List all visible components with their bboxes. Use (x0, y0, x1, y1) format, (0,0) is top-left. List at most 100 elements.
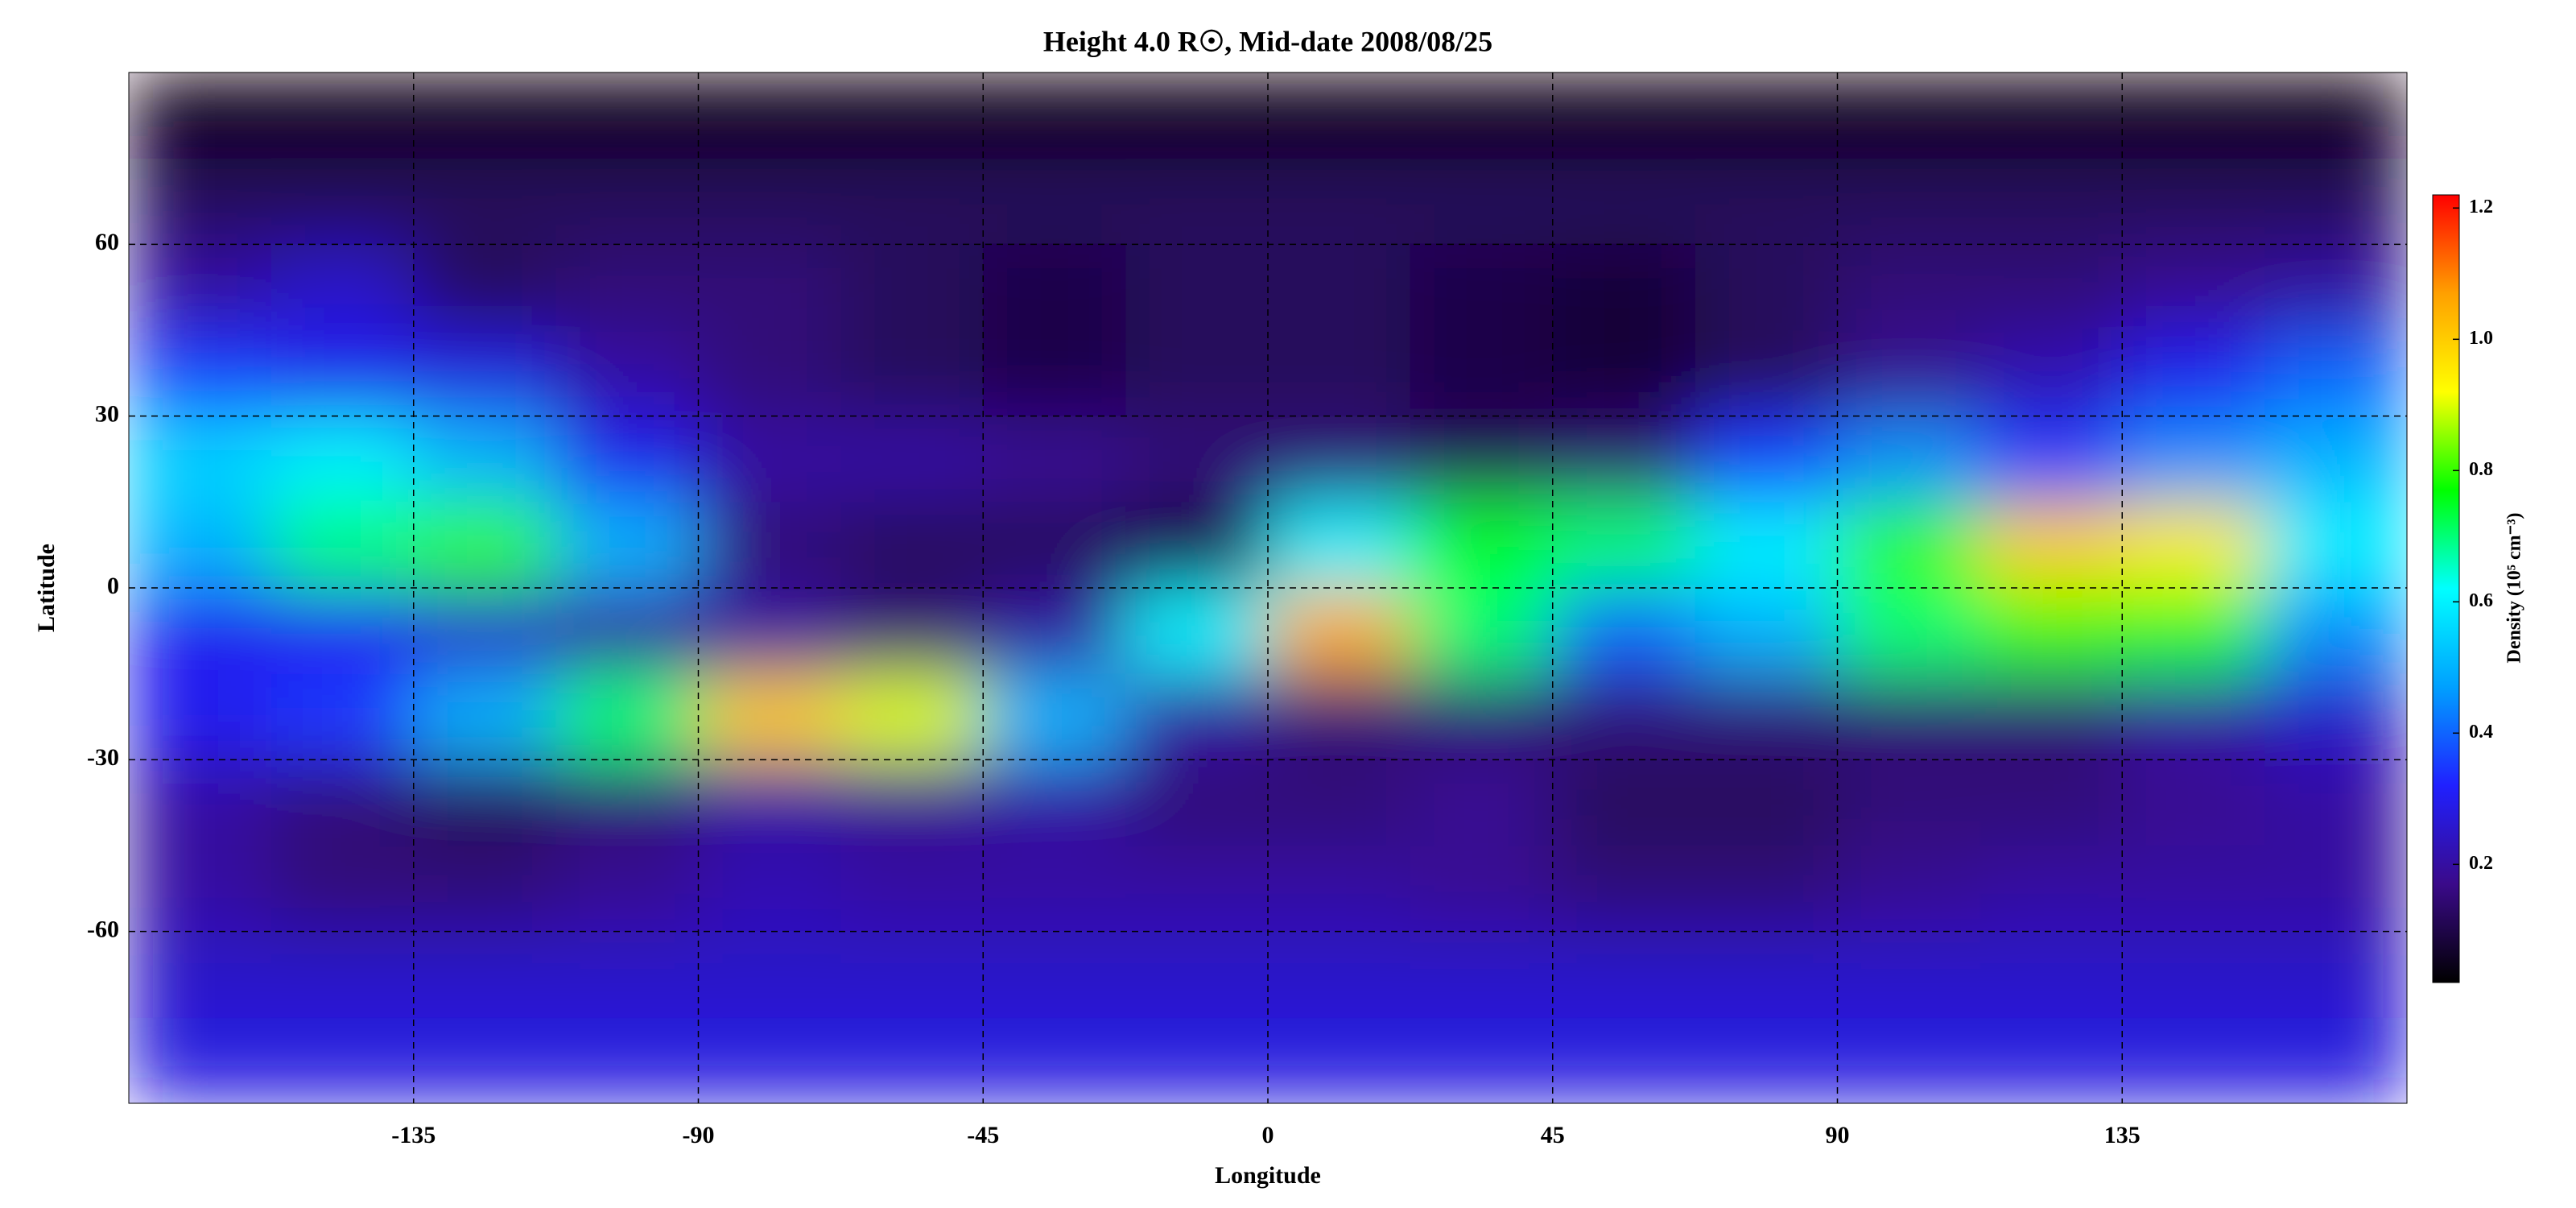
heat-cell (698, 673, 841, 760)
heat-cell (1979, 72, 2123, 159)
heat-cell (1979, 502, 2123, 589)
heat-cell (1695, 1017, 1838, 1103)
heat-cell (413, 846, 557, 933)
heat-cell (840, 673, 984, 760)
heat-cell (1410, 673, 1554, 760)
heat-cell (1837, 759, 1980, 846)
heat-cell (555, 244, 699, 331)
y-tick-label: -60 (87, 916, 119, 943)
heat-cell (1410, 158, 1554, 245)
heat-cell (1268, 588, 1411, 675)
heat-cell (129, 244, 272, 331)
heat-cell (1695, 244, 1838, 331)
colorbar-tick-label: 1.0 (2469, 328, 2493, 349)
heat-cell (2264, 72, 2407, 159)
heat-cell (840, 330, 984, 417)
heat-cell (270, 416, 415, 503)
heat-cell (1268, 158, 1411, 245)
heat-cell (270, 502, 415, 589)
heat-cell (698, 1017, 841, 1103)
heat-cell (1837, 1017, 1980, 1103)
heat-cell (1695, 759, 1838, 846)
heat-cell (2122, 158, 2265, 245)
heat-cell (983, 846, 1126, 933)
y-axis-label: Latitude (33, 544, 60, 632)
heat-cell (983, 931, 1126, 1018)
heat-cell (129, 931, 272, 1018)
heat-cell (1695, 846, 1838, 933)
heat-cell (2122, 588, 2265, 675)
heat-cell (129, 502, 272, 589)
heat-cell (555, 158, 699, 245)
heat-cell (413, 502, 557, 589)
heat-cell (2264, 158, 2407, 245)
heat-cell (413, 759, 557, 846)
heat-cell (840, 502, 984, 589)
heat-cell (1410, 588, 1554, 675)
heat-cell (2264, 931, 2407, 1018)
x-tick-label: -135 (391, 1122, 436, 1148)
heat-cell (129, 72, 272, 159)
x-tick-label: 45 (1541, 1122, 1565, 1148)
heat-cell (1552, 416, 1696, 503)
heat-cell (2264, 330, 2407, 417)
heat-cell (1410, 416, 1554, 503)
heat-cell (698, 931, 841, 1018)
heat-cell (2122, 330, 2265, 417)
heat-cell (2264, 416, 2407, 503)
colorbar-tick-label: 1.2 (2469, 197, 2493, 217)
heat-cell (1979, 759, 2123, 846)
heat-cell (555, 588, 699, 675)
heat-cell (698, 244, 841, 331)
heat-cell (840, 158, 984, 245)
heat-cell (1837, 673, 1980, 760)
heat-cell (840, 1017, 984, 1103)
heat-cell (840, 416, 984, 503)
heat-cell (1552, 846, 1696, 933)
heat-cell (270, 158, 415, 245)
heat-cell (983, 673, 1126, 760)
heat-cell (698, 72, 841, 159)
heat-cell (983, 588, 1126, 675)
heat-cell (1125, 330, 1269, 417)
heat-cell (983, 502, 1126, 589)
heat-cell (413, 588, 557, 675)
heat-cell (1552, 244, 1696, 331)
heat-cell (1837, 502, 1980, 589)
heat-cell (1268, 1017, 1411, 1103)
heat-cell (413, 931, 557, 1018)
heat-cell (1552, 673, 1696, 760)
heat-cell (1552, 158, 1696, 245)
heat-cell (2264, 673, 2407, 760)
heat-cell (1125, 72, 1269, 159)
heat-cell (2122, 931, 2265, 1018)
heat-cell (1268, 502, 1411, 589)
x-tick-label: -90 (683, 1122, 715, 1148)
x-tick-label: 135 (2104, 1122, 2140, 1148)
heat-cell (2122, 502, 2265, 589)
heat-cell (983, 416, 1126, 503)
heat-cell (1268, 72, 1411, 159)
heat-cell (1837, 158, 1980, 245)
heat-cell (555, 931, 699, 1018)
heat-cell (270, 1017, 415, 1103)
heat-cell (1552, 931, 1696, 1018)
heat-cell (1979, 588, 2123, 675)
heat-cell (2122, 244, 2265, 331)
heat-cell (1837, 72, 1980, 159)
heat-cell (1125, 931, 1269, 1018)
x-tick-label: -45 (967, 1122, 999, 1148)
heat-cell (983, 244, 1126, 331)
heat-cell (555, 759, 699, 846)
heat-cell (983, 72, 1126, 159)
heat-cell (129, 846, 272, 933)
heat-cell (1695, 673, 1838, 760)
heat-cell (1695, 72, 1838, 159)
heat-cell (555, 416, 699, 503)
heat-cell (1837, 846, 1980, 933)
heat-cell (1979, 244, 2123, 331)
heat-cell (1979, 673, 2123, 760)
heat-cell (413, 158, 557, 245)
heat-cell (1410, 244, 1554, 331)
